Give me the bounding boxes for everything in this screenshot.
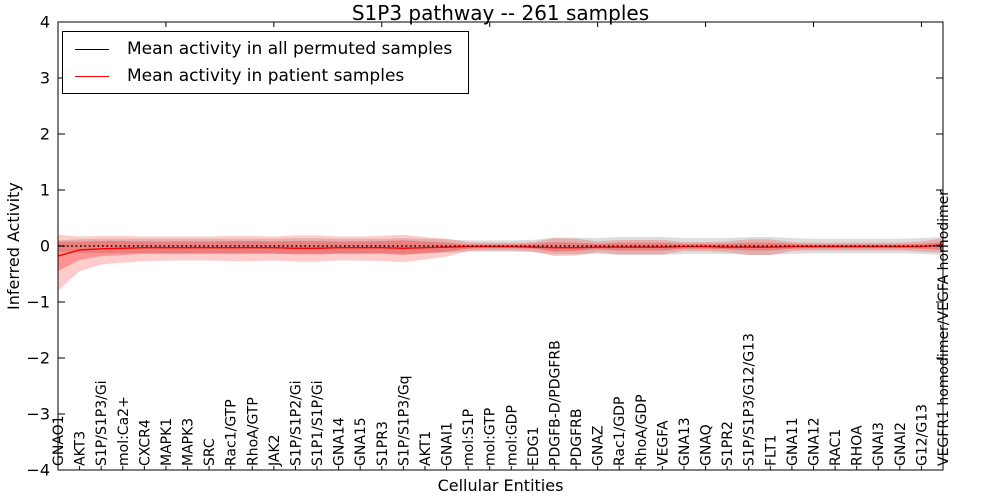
x-tick-label: S1PR2	[720, 421, 736, 466]
x-tick-label: FLT1	[763, 435, 779, 466]
x-tick-label: S1P/S1P3/Gi	[94, 380, 110, 466]
y-tick-label: 3	[40, 69, 50, 88]
legend-item-patient: Mean activity in patient samples	[75, 66, 452, 86]
x-tick-label: S1PR3	[375, 421, 391, 466]
patient-range-outer-band	[58, 234, 943, 291]
legend: Mean activity in all permuted samples Me…	[62, 31, 470, 94]
x-tick-label: Rac1/GDP	[612, 397, 628, 466]
y-tick-label: −1	[26, 293, 50, 312]
legend-item-permuted: Mean activity in all permuted samples	[75, 39, 452, 59]
x-tick-label: GNAI3	[871, 422, 887, 466]
y-tick-label: 2	[40, 125, 50, 144]
x-tick-label: VEGFR1 homodimer/VEGFA homodimer	[936, 190, 952, 466]
x-tick-label: GNA15	[353, 417, 369, 466]
x-axis-label: Cellular Entities	[437, 476, 564, 495]
entity-labels: GNAO1 AKT3 S1P/S1P3/Gi mol:Ca2+ CXCR4 MAPK1 MA…	[51, 190, 952, 467]
x-tick-label: VEGFA	[655, 420, 671, 466]
patient-line-swatch-icon	[75, 75, 109, 77]
x-tick-label: PDGFB-D/PDGFRB	[547, 340, 563, 466]
x-tick-label: GNAI2	[893, 422, 909, 466]
x-tick-label: RhoA/GDP	[634, 394, 650, 466]
x-tick-label: MAPK3	[181, 418, 197, 466]
x-tick-label: mol:S1P	[461, 409, 477, 466]
y-tick-label: 0	[40, 237, 50, 256]
chart-title: S1P3 pathway -- 261 samples	[351, 1, 650, 25]
y-tick-label: 1	[40, 181, 50, 200]
x-tick-label: mol:Ca2+	[116, 396, 132, 466]
x-tick-label: CXCR4	[137, 419, 153, 466]
x-tick-label: AKT1	[418, 431, 434, 466]
y-tick-label: −3	[26, 405, 50, 424]
x-tick-label: S1P/S1P3/G12/G13	[742, 333, 758, 466]
x-tick-label: GNA14	[332, 417, 348, 466]
legend-item-label: Mean activity in patient samples	[127, 66, 405, 86]
x-axis	[57, 22, 944, 470]
y-tick-label: 4	[40, 13, 50, 32]
x-tick-label: GNAQ	[699, 424, 715, 466]
x-tick-label: Rac1/GTP	[224, 399, 240, 466]
x-tick-label: PDGFRB	[569, 409, 585, 466]
x-tick-label: mol:GTP	[483, 408, 499, 466]
x-tick-label: GNAI1	[440, 422, 456, 466]
x-tick-label: SRC	[202, 438, 218, 466]
x-tick-label: GNA13	[677, 417, 693, 466]
x-tick-label: GNA12	[806, 417, 822, 466]
x-tick-label: RHOA	[850, 425, 866, 466]
x-tick-label: G12/G13	[914, 404, 930, 466]
x-tick-label: EDG1	[526, 427, 542, 466]
x-tick-label: S1P/S1P2/Gi	[288, 380, 304, 466]
x-tick-label: mol:GDP	[504, 405, 520, 466]
x-tick-label: GNAO1	[51, 415, 67, 466]
x-tick-label: GNA11	[785, 417, 801, 466]
x-tick-label: S1P1/S1P/Gi	[310, 380, 326, 466]
y-tick-label: −4	[26, 461, 50, 480]
x-tick-label: RhoA/GTP	[245, 397, 261, 466]
legend-item-label: Mean activity in all permuted samples	[127, 39, 453, 59]
patient-mean-line	[57, 244, 944, 257]
x-tick-label: MAPK1	[159, 418, 175, 466]
permuted-line-swatch-icon	[75, 48, 109, 50]
x-tick-label: RAC1	[828, 429, 844, 466]
x-tick-label: AKT3	[73, 431, 89, 466]
y-tick-label: −2	[26, 349, 50, 368]
x-tick-label: JAK2	[267, 434, 283, 467]
y-axis-label: Inferred Activity	[4, 182, 23, 310]
y-axis: −4 −3 −2 −1 0 1 2 3 4	[26, 13, 943, 480]
x-tick-label: S1P/S1P3/Gq	[396, 375, 412, 466]
x-tick-label: GNAZ	[591, 426, 607, 467]
